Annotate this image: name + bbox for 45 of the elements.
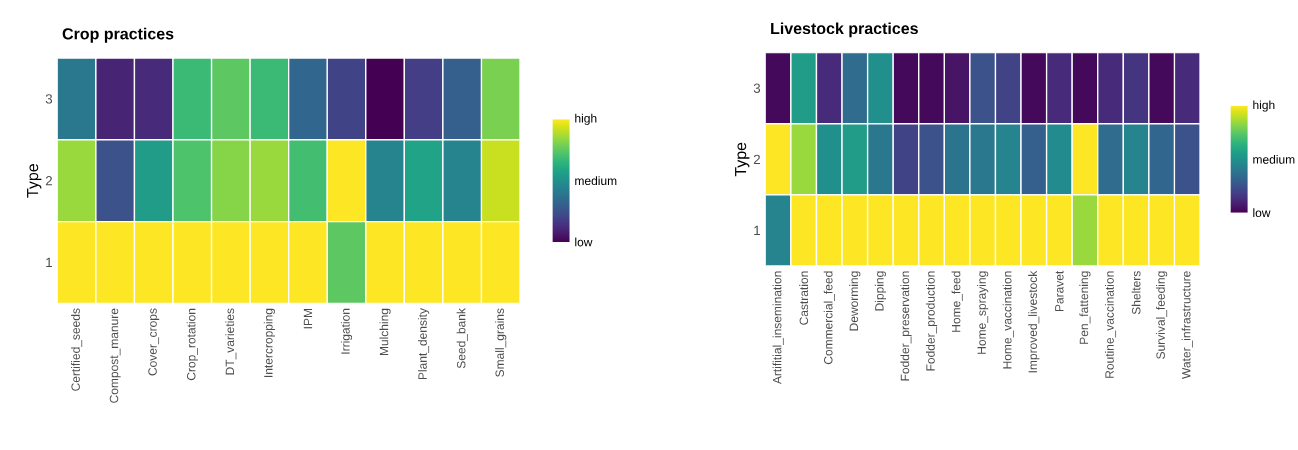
x-tick-label: Commercial_feed: [823, 271, 835, 365]
x-tick-label: Intercropping: [263, 308, 275, 377]
x-tick-label: Survival_feeding: [1156, 271, 1168, 359]
x-tick-label: Seed_bank: [456, 308, 468, 369]
x-tick-label: Routine_vaccination: [1104, 271, 1117, 378]
color-bar-label: high: [575, 113, 597, 125]
x-tick-label: Pen_fattening: [1079, 271, 1091, 344]
y-axis-title: Type: [735, 142, 750, 177]
x-tick-label: Home_spraying: [977, 271, 989, 354]
color-bar-label: medium: [1253, 154, 1295, 164]
x-tick-label: Certified_seeds: [71, 308, 83, 391]
y-tick-label: 3: [45, 94, 53, 104]
color-bar-label: low: [575, 237, 593, 247]
x-tick-label: Plant_density: [418, 308, 430, 380]
x-tick-label: Artifitial_insemination: [772, 271, 784, 385]
x-tick-label: Dipping: [874, 271, 886, 311]
x-tick-label: Crop_rotation: [186, 308, 198, 381]
x-tick-label: Compost_manure: [109, 308, 121, 403]
y-tick-label: 2: [753, 154, 760, 164]
y-axis-title: Type: [27, 164, 42, 198]
x-tick-label: DT_varieties: [225, 308, 237, 375]
y-tick-label: 3: [753, 83, 761, 93]
chart-title: Crop practices: [62, 27, 174, 43]
x-tick-label: Fodder_preservation: [900, 271, 912, 381]
x-tick-label: Paravet: [1055, 270, 1064, 312]
x-tick-label: Cover_crops: [148, 308, 160, 376]
x-tick-label: Castration: [799, 271, 809, 325]
x-tick-label: Shelters: [1131, 271, 1141, 315]
x-tick-label: Small_grains: [495, 308, 507, 377]
x-tick-label: IPM: [303, 309, 313, 329]
x-tick-label: Deworming: [849, 271, 861, 331]
x-tick-label: Fodder_production: [925, 271, 938, 371]
chart-title: Livestock practices: [771, 22, 918, 38]
x-tick-label: Improved_livestock: [1028, 270, 1040, 373]
y-tick-label: 1: [46, 257, 52, 268]
color-bar-label: high: [1253, 100, 1275, 112]
x-tick-label: Water_infrastructure: [1181, 271, 1193, 379]
x-tick-label: Home_vaccination: [1002, 271, 1014, 369]
y-tick-label: 1: [754, 225, 760, 236]
x-tick-label: Mulching: [379, 308, 391, 356]
color-bar-label: low: [1253, 208, 1271, 218]
x-tick-label: Home_feed: [951, 271, 963, 332]
color-bar-label: medium: [575, 176, 617, 186]
x-tick-label: Irrigation: [340, 308, 353, 354]
y-tick-label: 2: [45, 176, 52, 186]
